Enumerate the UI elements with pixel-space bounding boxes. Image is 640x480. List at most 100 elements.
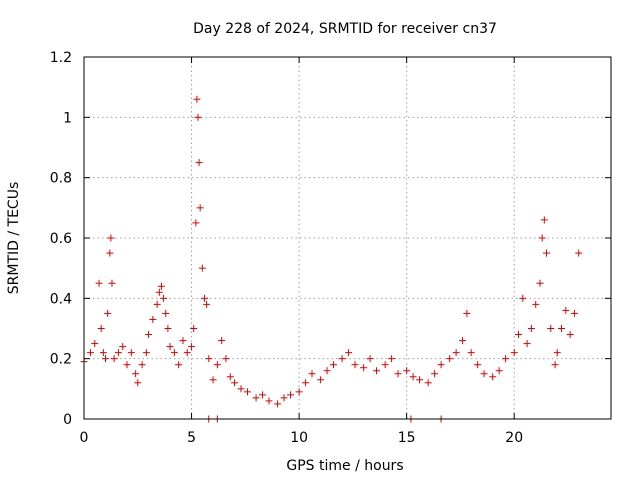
- y-tick-label: 0.8: [50, 171, 72, 187]
- data-point: [566, 331, 574, 339]
- data-point: [107, 234, 115, 242]
- data-point: [162, 309, 170, 317]
- y-tick-label: 0.4: [50, 291, 72, 307]
- data-point: [110, 355, 118, 363]
- data-point: [446, 355, 454, 363]
- data-point: [338, 355, 346, 363]
- data-point: [409, 373, 417, 381]
- data-point: [198, 264, 206, 272]
- data-point: [345, 349, 353, 357]
- data-point: [538, 234, 546, 242]
- data-point: [351, 361, 359, 369]
- data-point: [467, 349, 475, 357]
- data-point: [138, 361, 146, 369]
- data-point: [160, 294, 168, 302]
- data-point: [360, 364, 368, 372]
- data-point: [155, 288, 163, 296]
- data-point: [127, 349, 135, 357]
- data-point: [91, 340, 99, 348]
- data-point: [542, 249, 550, 257]
- plot-frame: [83, 56, 612, 420]
- y-tick-label: 1: [63, 110, 72, 126]
- data-point: [416, 376, 424, 384]
- data-point: [149, 315, 157, 323]
- data-point: [558, 325, 566, 332]
- chart-title: Day 228 of 2024, SRMTID for receiver cn3…: [193, 21, 497, 37]
- data-point: [188, 343, 196, 351]
- data-point: [431, 370, 439, 378]
- x-tick-label: 15: [398, 430, 416, 446]
- data-point: [114, 349, 122, 357]
- y-tick-label: 0.6: [50, 231, 72, 247]
- data-point: [523, 340, 531, 348]
- data-point: [295, 388, 303, 396]
- data-point: [510, 349, 518, 357]
- data-point: [424, 379, 432, 387]
- data-point: [302, 379, 310, 387]
- data-point: [231, 379, 239, 387]
- data-point: [194, 113, 202, 121]
- data-point: [459, 337, 467, 345]
- x-tick-label: 10: [290, 430, 308, 446]
- data-point: [134, 379, 142, 387]
- tick-labels: 0 5 10 15 20 0 0.2 0.4 0.6 0.8 1 1.2: [50, 50, 523, 446]
- data-point: [193, 95, 201, 103]
- data-point: [175, 361, 183, 369]
- data-point: [166, 343, 174, 351]
- data-point: [157, 282, 165, 290]
- data-point: [553, 349, 561, 357]
- data-point: [205, 355, 213, 363]
- y-tick-label: 1.2: [50, 50, 72, 66]
- y-axis-label: SRMTID / TECUs: [6, 182, 22, 295]
- data-point: [190, 325, 198, 332]
- data-point: [502, 355, 510, 363]
- data-point: [132, 370, 140, 378]
- data-point: [323, 367, 331, 375]
- data-point: [388, 355, 396, 363]
- data-point: [540, 216, 548, 224]
- data-point: [86, 349, 94, 357]
- data-point: [218, 337, 226, 345]
- data-point: [381, 361, 389, 369]
- data-point: [195, 159, 203, 167]
- data-point: [119, 343, 127, 351]
- data-point: [153, 300, 161, 308]
- data-point: [108, 279, 116, 287]
- data-point: [280, 394, 288, 402]
- data-point: [575, 249, 583, 257]
- data-point: [489, 373, 497, 381]
- data-point: [547, 325, 555, 332]
- data-point: [99, 349, 107, 357]
- data-point: [252, 394, 260, 402]
- data-point: [203, 300, 211, 308]
- data-point: [142, 349, 150, 357]
- data-point: [209, 376, 217, 384]
- x-tick-label: 20: [505, 430, 523, 446]
- data-point: [330, 361, 338, 369]
- data-point: [570, 309, 578, 317]
- data-point: [495, 367, 503, 375]
- data-point: [97, 325, 105, 332]
- data-point: [474, 361, 482, 369]
- data-point: [183, 349, 191, 357]
- data-point: [243, 388, 251, 396]
- grid: [83, 56, 611, 420]
- data-point: [145, 331, 153, 339]
- data-point: [536, 279, 544, 287]
- data-point: [104, 309, 112, 317]
- data-point: [164, 325, 172, 332]
- data-point: [551, 361, 559, 369]
- data-point: [95, 279, 103, 287]
- data-point: [226, 373, 234, 381]
- data-point: [213, 361, 221, 369]
- data-point: [317, 376, 325, 384]
- x-tick-label: 5: [187, 430, 196, 446]
- data-point: [102, 355, 110, 363]
- data-point: [259, 391, 267, 399]
- data-point: [437, 361, 445, 369]
- data-point: [179, 337, 187, 345]
- data-point: [196, 204, 204, 212]
- x-axis-label: GPS time / hours: [286, 458, 403, 474]
- data-point: [237, 385, 245, 393]
